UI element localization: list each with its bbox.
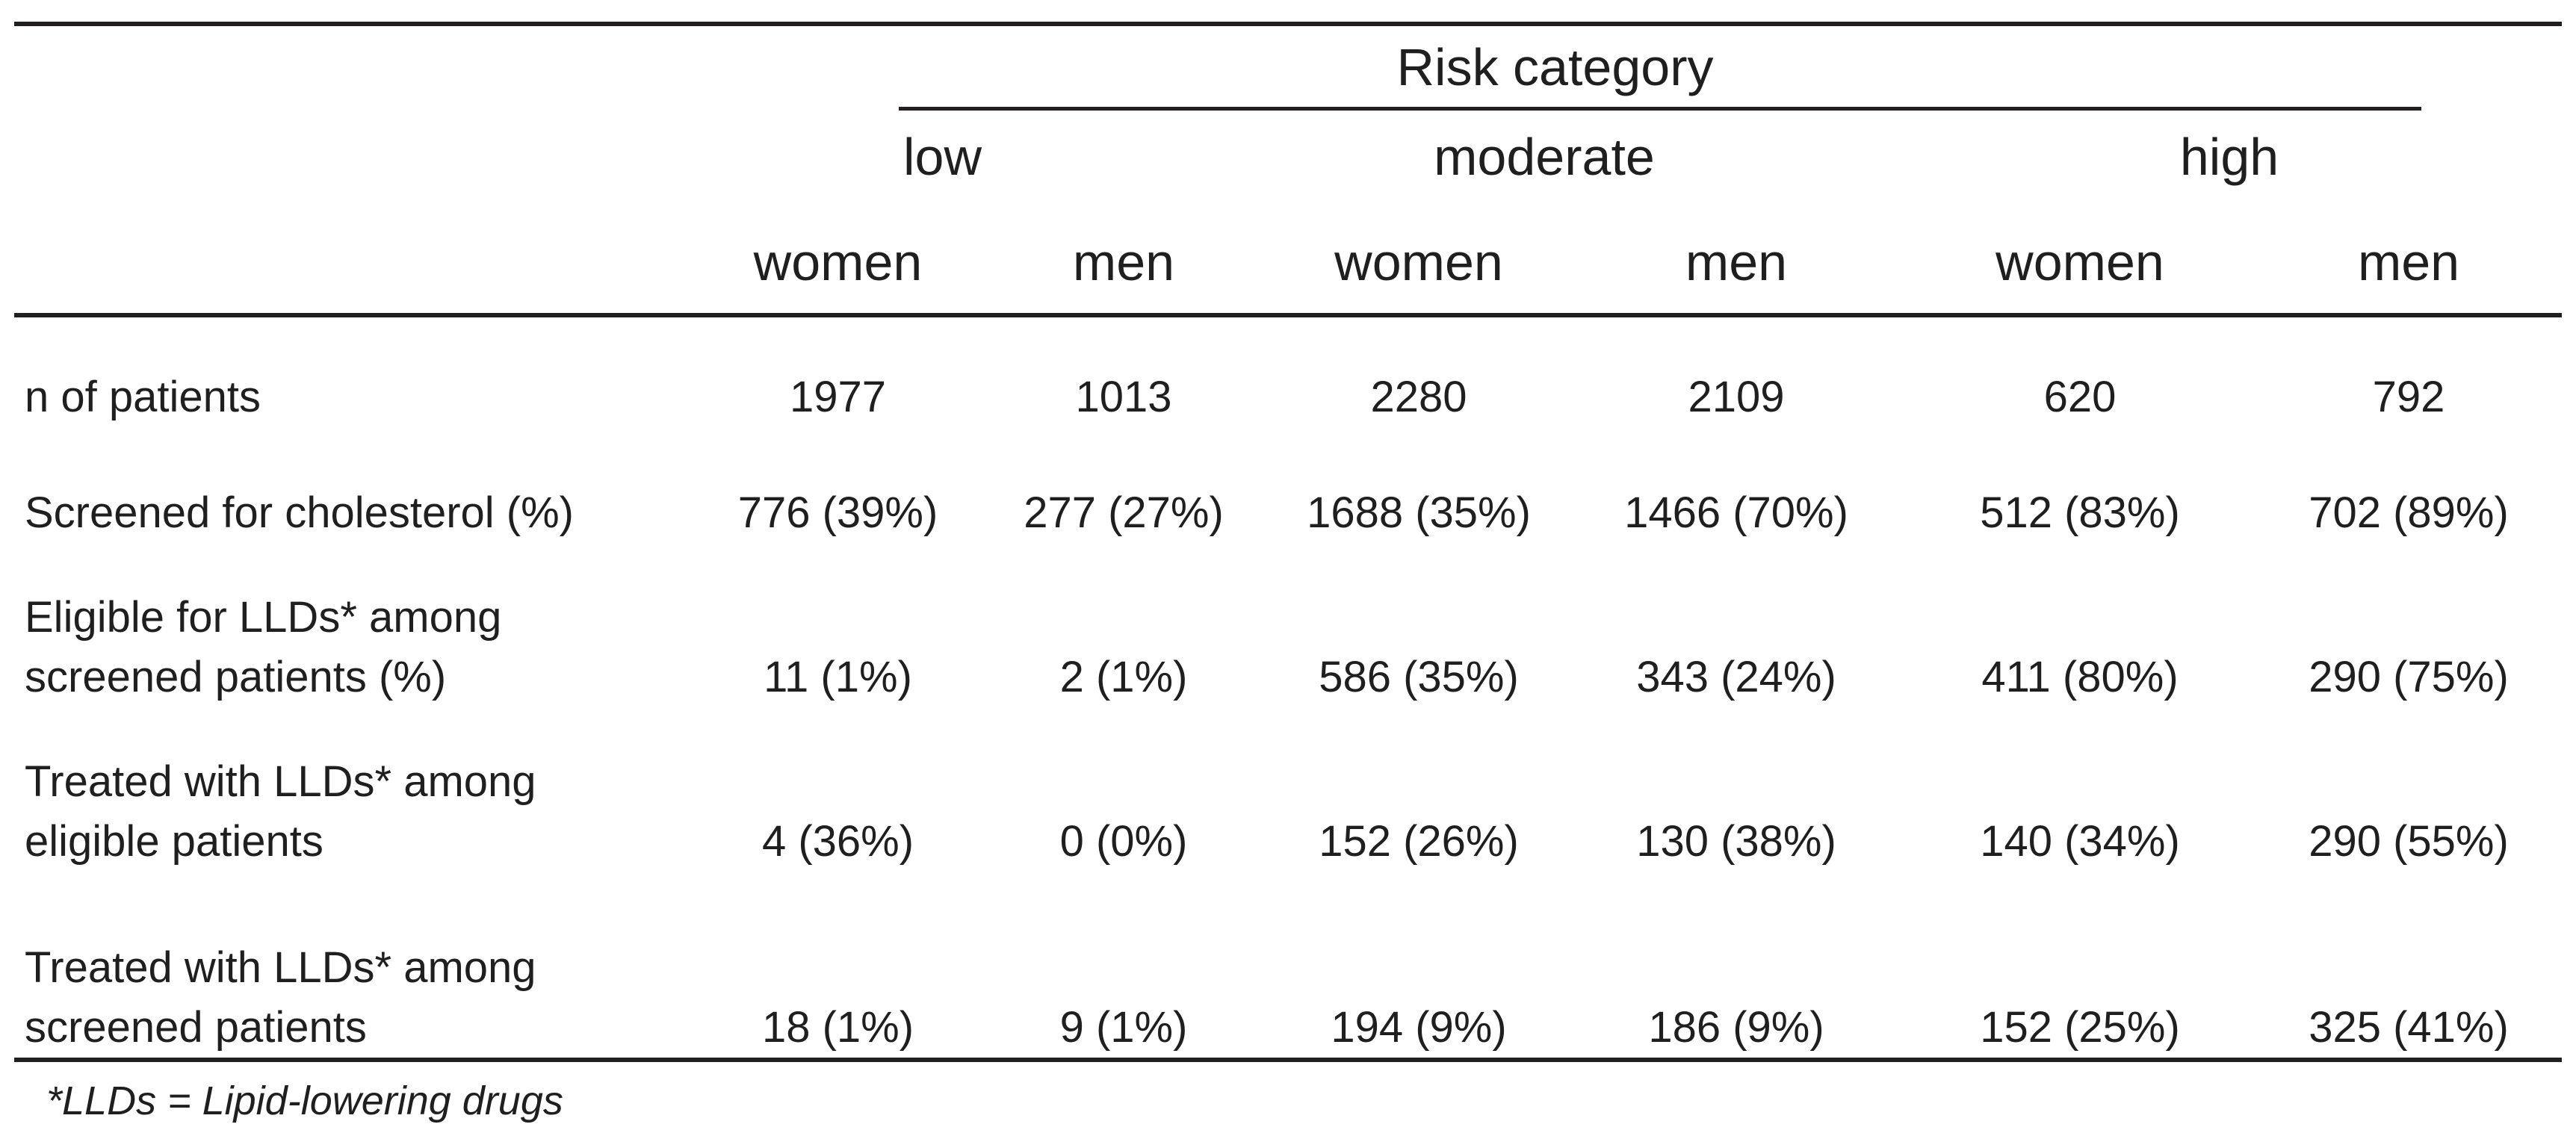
data-cell: 4 (36%)	[761, 817, 914, 866]
data-cell: 11 (1%)	[764, 653, 912, 701]
group-header-low: low	[902, 128, 982, 186]
data-cell: 792	[2372, 373, 2445, 421]
row-label: Eligible for LLDs* among screened patien…	[25, 593, 502, 701]
row-label: Treated with LLDs* among eligible patien…	[25, 757, 536, 866]
spanner-row: Risk category	[14, 22, 2563, 111]
group-header-moderate: moderate	[1434, 128, 1655, 186]
data-cell: 18 (1%)	[698, 872, 978, 1062]
data-cell: 1688 (35%)	[1307, 488, 1531, 537]
table-container: Risk category low moderate high women me…	[14, 22, 2563, 1124]
data-cell: 620	[2043, 373, 2117, 421]
table-row-screened: Screened for cholesterol (%) 776 (39%) 2…	[14, 427, 2562, 543]
data-cell: 702 (89%)	[2309, 488, 2509, 537]
column-header-men-moderate: men	[1568, 222, 1904, 317]
data-cell: 130 (38%)	[1636, 817, 1836, 866]
data-cell: 152 (26%)	[1319, 817, 1519, 866]
data-cell: 411 (80%)	[1981, 653, 2179, 701]
data-cell: 186 (9%)	[1568, 872, 1904, 1062]
column-header-women-high: women	[1904, 222, 2255, 317]
spanner-underline	[899, 107, 2422, 111]
column-header-women-low: women	[698, 222, 978, 317]
table-row-n-of-patients: n of patients 1977 1013 2280 2109 620 79…	[14, 315, 2562, 427]
data-cell: 1013	[1075, 373, 1172, 421]
data-cell: 512 (83%)	[1980, 488, 2180, 537]
column-header-men-high: men	[2255, 222, 2563, 317]
data-cell: 586 (35%)	[1319, 653, 1519, 701]
data-cell: 9 (1%)	[978, 872, 1269, 1062]
column-header-men-low: men	[978, 222, 1269, 317]
header-spanner-label: Risk category	[1396, 38, 1714, 96]
data-cell: 152 (25%)	[1904, 872, 2255, 1062]
data-cell: 776 (39%)	[737, 488, 938, 537]
table-header: Risk category low moderate high women me…	[14, 22, 2563, 317]
table-body: n of patients 1977 1013 2280 2109 620 79…	[14, 315, 2563, 1062]
data-cell: 277 (27%)	[1024, 488, 1224, 537]
table-footnote: *LLDs = Lipid-lowering drugs	[46, 1078, 563, 1123]
data-cell: 325 (41%)	[2255, 872, 2563, 1062]
empty-cell	[14, 222, 698, 317]
table-row-treated-among-screened: Treated with LLDs* among screened patien…	[14, 872, 2563, 1062]
data-cell: 290 (55%)	[2309, 817, 2509, 866]
data-cell: 0 (0%)	[1059, 817, 1188, 866]
empty-cell	[14, 111, 698, 222]
row-label: n of patients	[25, 373, 261, 421]
data-cell: 194 (9%)	[1269, 872, 1568, 1062]
header-spanner: Risk category	[698, 22, 2563, 111]
data-cell: 2 (1%)	[1059, 653, 1188, 701]
data-cell: 1977	[789, 373, 887, 421]
row-label: Screened for cholesterol (%)	[25, 488, 574, 537]
data-cell: 2109	[1688, 373, 1785, 421]
risk-category-table: Risk category low moderate high women me…	[14, 22, 2563, 1062]
data-cell: 290 (75%)	[2309, 653, 2509, 701]
sex-header-row: women men women men women men	[14, 222, 2563, 317]
row-label: Treated with LLDs* among screened patien…	[14, 872, 698, 1062]
data-cell: 140 (34%)	[1980, 817, 2180, 866]
data-cell: 1466 (70%)	[1624, 488, 1848, 537]
data-cell: 2280	[1370, 373, 1467, 421]
group-header-row: low moderate high	[14, 111, 2562, 222]
group-header-high: high	[2179, 128, 2279, 186]
data-cell: 343 (24%)	[1636, 653, 1836, 701]
table-row-eligible-among-screened: Eligible for LLDs* among screened patien…	[14, 543, 2562, 707]
corner-cell	[14, 22, 698, 111]
column-header-women-moderate: women	[1269, 222, 1568, 317]
table-row-treated-among-eligible: Treated with LLDs* among eligible patien…	[14, 707, 2562, 872]
